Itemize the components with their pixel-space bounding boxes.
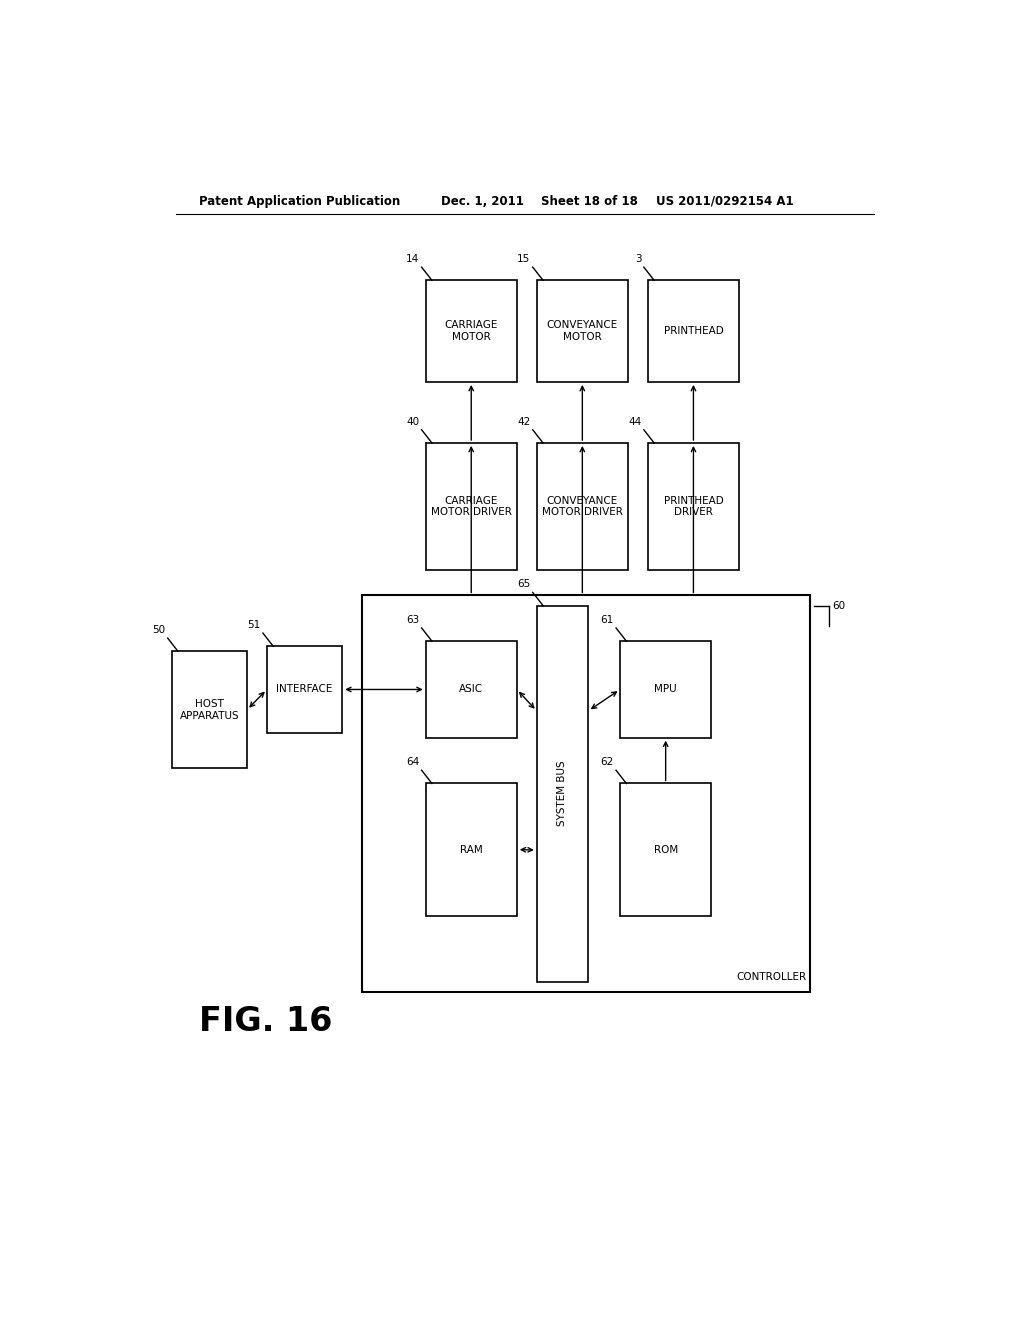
Bar: [426, 280, 517, 381]
Text: 65: 65: [517, 579, 530, 589]
Text: CARRIAGE
MOTOR DRIVER: CARRIAGE MOTOR DRIVER: [431, 496, 512, 517]
Text: Patent Application Publication: Patent Application Publication: [200, 195, 400, 209]
Text: PRINTHEAD
DRIVER: PRINTHEAD DRIVER: [664, 496, 723, 517]
Text: CARRIAGE
MOTOR: CARRIAGE MOTOR: [444, 321, 498, 342]
Text: 42: 42: [517, 417, 530, 426]
Text: 15: 15: [517, 255, 530, 264]
Text: ROM: ROM: [653, 845, 678, 854]
Text: 62: 62: [600, 758, 613, 767]
Text: 51: 51: [247, 620, 260, 630]
Text: 3: 3: [635, 255, 641, 264]
Text: 40: 40: [407, 417, 419, 426]
Bar: [537, 606, 588, 982]
Text: Sheet 18 of 18: Sheet 18 of 18: [541, 195, 638, 209]
Text: SYSTEM BUS: SYSTEM BUS: [557, 760, 567, 826]
Text: HOST
APPARATUS: HOST APPARATUS: [179, 700, 240, 721]
Bar: [267, 647, 342, 733]
Bar: [620, 642, 712, 738]
Text: 63: 63: [406, 615, 419, 624]
Text: ASIC: ASIC: [459, 685, 483, 694]
Text: Dec. 1, 2011: Dec. 1, 2011: [441, 195, 524, 209]
Text: INTERFACE: INTERFACE: [276, 685, 333, 694]
Bar: [172, 651, 247, 768]
Bar: [362, 595, 810, 991]
Text: CONVEYANCE
MOTOR: CONVEYANCE MOTOR: [547, 321, 617, 342]
Text: MPU: MPU: [654, 685, 677, 694]
Text: 14: 14: [406, 255, 419, 264]
Bar: [537, 444, 628, 570]
Bar: [620, 784, 712, 916]
Text: 64: 64: [406, 758, 419, 767]
Text: RAM: RAM: [460, 845, 482, 854]
Bar: [426, 784, 517, 916]
Bar: [648, 280, 739, 381]
Text: CONTROLLER: CONTROLLER: [736, 972, 807, 982]
Text: 60: 60: [831, 601, 845, 611]
Text: FIG. 16: FIG. 16: [200, 1005, 333, 1038]
Text: 44: 44: [628, 417, 641, 426]
Text: CONVEYANCE
MOTOR DRIVER: CONVEYANCE MOTOR DRIVER: [542, 496, 623, 517]
Bar: [426, 444, 517, 570]
Text: 50: 50: [153, 626, 165, 635]
Text: 61: 61: [600, 615, 613, 624]
Text: US 2011/0292154 A1: US 2011/0292154 A1: [655, 195, 794, 209]
Bar: [537, 280, 628, 381]
Bar: [648, 444, 739, 570]
Text: PRINTHEAD: PRINTHEAD: [664, 326, 723, 337]
Bar: [426, 642, 517, 738]
